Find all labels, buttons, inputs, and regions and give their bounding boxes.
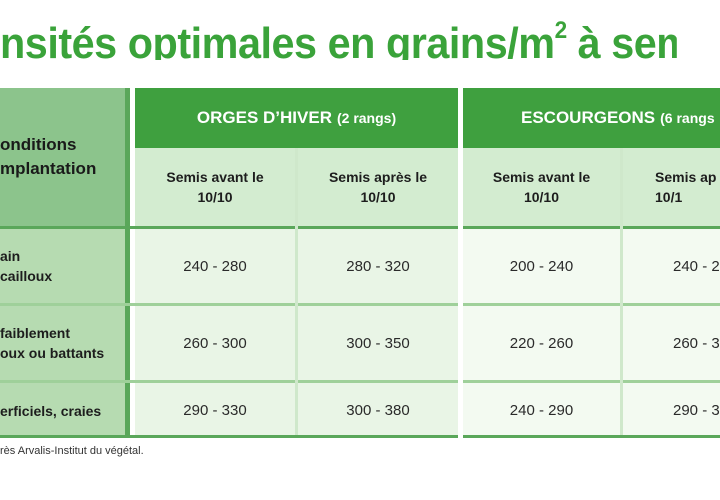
sub-header-orges-after: Semis après le 10/10 bbox=[298, 148, 458, 226]
table-cell: 300 - 350 bbox=[298, 306, 458, 380]
row-label: faiblement oux ou battants bbox=[0, 306, 130, 380]
sub-header-escourgeons-before: Semis avant le 10/10 bbox=[463, 148, 620, 226]
table-cell: 290 - 3 bbox=[623, 383, 720, 438]
seeding-density-table: onditions mplantation ORGES D’HIVER (2 ra… bbox=[0, 88, 720, 438]
column-divider bbox=[620, 148, 623, 435]
sub-header-escourgeons-after: Semis ap 10/1 bbox=[623, 148, 720, 226]
table-cell: 290 - 330 bbox=[135, 383, 295, 438]
row-divider bbox=[0, 435, 720, 438]
table-cell: 300 - 380 bbox=[298, 383, 458, 438]
column-divider bbox=[295, 148, 298, 435]
row-divider bbox=[0, 226, 720, 229]
row-divider bbox=[0, 380, 720, 383]
table-cell: 240 - 290 bbox=[463, 383, 620, 438]
table-cell: 200 - 240 bbox=[463, 229, 620, 303]
table-cell: 280 - 320 bbox=[298, 229, 458, 303]
group-header-orges: ORGES D’HIVER (2 rangs) bbox=[135, 88, 458, 148]
table-cell: 260 - 3 bbox=[623, 306, 720, 380]
table-cell: 240 - 280 bbox=[135, 229, 295, 303]
row-label: ain cailloux bbox=[0, 229, 130, 303]
table-cell: 220 - 260 bbox=[463, 306, 620, 380]
group-divider bbox=[458, 88, 463, 438]
table-cell: 260 - 300 bbox=[135, 306, 295, 380]
source-note: rès Arvalis-Institut du végétal. bbox=[0, 445, 144, 457]
row-label: erficiels, craies bbox=[0, 383, 130, 438]
table-cell: 240 - 2 bbox=[623, 229, 720, 303]
row-divider bbox=[0, 303, 720, 306]
page-title: nsités optimales en grains/m2 à semer bbox=[0, 17, 677, 60]
conditions-header: onditions mplantation bbox=[0, 88, 130, 226]
sub-header-orges-before: Semis avant le 10/10 bbox=[135, 148, 295, 226]
group-header-escourgeons: ESCOURGEONS (6 rangs bbox=[463, 88, 720, 148]
